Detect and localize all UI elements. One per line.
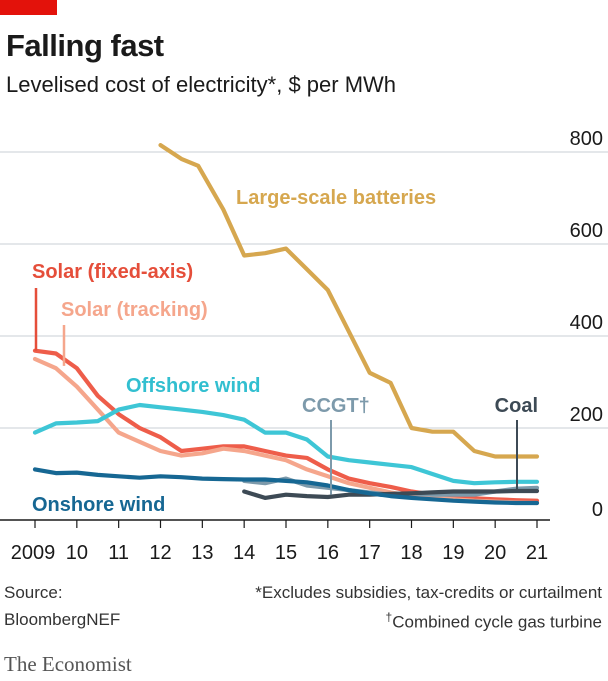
footnote-ccgt-text: Combined cycle gas turbine bbox=[392, 612, 602, 632]
x-tick-label-19: 19 bbox=[442, 542, 464, 564]
x-tick-label-11: 11 bbox=[108, 542, 129, 564]
label-leader-lines bbox=[34, 288, 518, 495]
x-axis-ticks: 2009 10 11 12 13 14 15 16 17 18 19 20 21 bbox=[11, 520, 548, 564]
y-tick-label-800: 800 bbox=[570, 128, 603, 150]
footnote-subsidies: *Excludes subsidies, tax-credits or curt… bbox=[255, 583, 602, 602]
series-label-large-scale-batteries: Large-scale batteries bbox=[236, 187, 436, 209]
economist-red-tag bbox=[0, 0, 57, 15]
x-tick-label-13: 13 bbox=[191, 542, 213, 564]
series-line-coal bbox=[242, 488, 540, 500]
series-lines bbox=[32, 143, 540, 506]
x-tick-label-2009: 2009 bbox=[11, 542, 56, 564]
source-name: BloombergNEF bbox=[4, 610, 121, 629]
series-label-solar-fixed-axis: Solar (fixed-axis) bbox=[32, 261, 193, 283]
source-label: Source: bbox=[4, 583, 63, 602]
y-tick-label-200: 200 bbox=[570, 404, 603, 426]
series-line-solar-fixed-axis bbox=[32, 348, 540, 503]
series-line-offshore-wind bbox=[32, 402, 540, 486]
chart-subtitle: Levelised cost of electricity*, $ per MW… bbox=[6, 72, 397, 97]
series-labels: Large-scale batteries Solar (fixed-axis) S… bbox=[32, 187, 538, 516]
x-tick-label-21: 21 bbox=[526, 542, 548, 564]
gridlines bbox=[0, 151, 608, 429]
x-tick-label-20: 20 bbox=[484, 542, 506, 564]
x-tick-label-12: 12 bbox=[149, 542, 171, 564]
series-label-solar-tracking: Solar (tracking) bbox=[61, 299, 208, 321]
y-axis-tick-labels: 0 200 400 600 800 bbox=[570, 128, 603, 521]
x-tick-label-15: 15 bbox=[275, 542, 297, 564]
x-tick-label-18: 18 bbox=[400, 542, 422, 564]
economist-brand: The Economist bbox=[4, 652, 132, 676]
series-line-onshore-wind bbox=[32, 467, 540, 506]
series-label-offshore-wind: Offshore wind bbox=[126, 375, 260, 397]
footnote-ccgt: †Combined cycle gas turbine bbox=[386, 610, 602, 633]
y-tick-label-400: 400 bbox=[570, 312, 603, 334]
y-tick-label-600: 600 bbox=[570, 220, 603, 242]
x-tick-label-14: 14 bbox=[233, 542, 255, 564]
series-line-large-scale-batteries bbox=[158, 143, 540, 459]
x-tick-label-16: 16 bbox=[317, 542, 339, 564]
y-tick-label-0: 0 bbox=[592, 499, 603, 521]
x-tick-label-10: 10 bbox=[66, 542, 88, 564]
series-label-coal: Coal bbox=[495, 395, 538, 417]
chart-title: Falling fast bbox=[6, 28, 164, 63]
x-tick-label-17: 17 bbox=[359, 542, 381, 564]
dagger-mark: † bbox=[385, 610, 393, 624]
series-label-ccgt: CCGT† bbox=[302, 395, 370, 417]
series-label-onshore-wind: Onshore wind bbox=[32, 494, 165, 516]
